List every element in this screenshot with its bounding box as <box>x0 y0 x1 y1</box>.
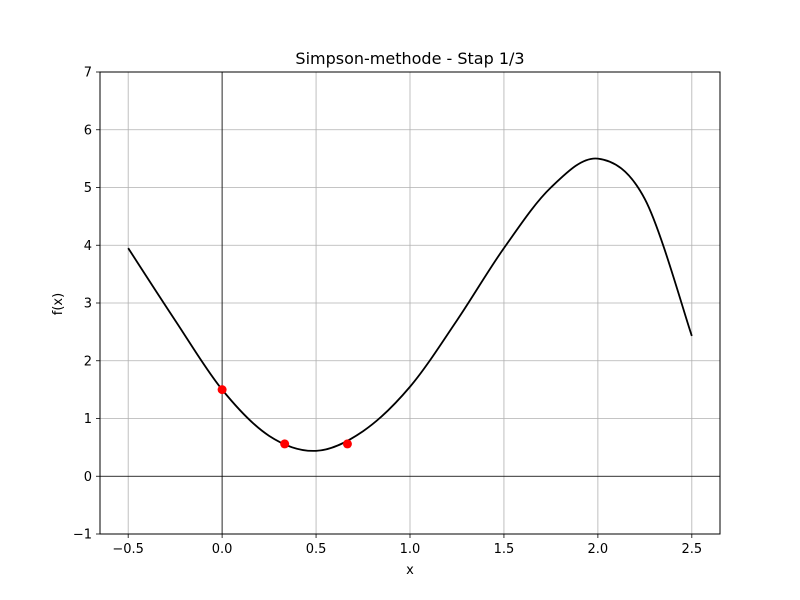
y-tick-label: 1 <box>84 412 92 427</box>
y-axis-label: f(x) <box>51 293 66 315</box>
ticks: −0.5 0.0 0.5 1.0 1.5 2.0 2.5 −1 0 1 2 3 4 5 6 7 <box>73 66 702 558</box>
sample-point <box>280 439 290 449</box>
y-tick-label: 2 <box>84 354 92 369</box>
y-tick-label: 5 <box>84 181 92 196</box>
point-series <box>217 385 352 449</box>
x-tick-label: −0.5 <box>112 542 144 557</box>
x-axis-label: x <box>406 563 414 578</box>
x-tick-label: 2.0 <box>588 542 609 557</box>
chart-title: Simpson-methode - Stap 1/3 <box>295 49 524 68</box>
y-tick-label: 7 <box>84 66 92 81</box>
y-tick-label: 0 <box>84 470 92 485</box>
reference-lines <box>100 72 720 534</box>
grid <box>100 71 720 535</box>
y-tick-label: −1 <box>73 528 92 543</box>
x-tick-label: 0.0 <box>212 542 233 557</box>
sample-point <box>217 385 227 395</box>
x-tick-label: 0.5 <box>306 542 327 557</box>
x-tick-label: 1.0 <box>400 542 421 557</box>
x-tick-label: 1.5 <box>494 542 515 557</box>
y-tick-label: 3 <box>84 297 92 312</box>
y-tick-label: 4 <box>84 239 92 254</box>
y-tick-label: 6 <box>84 123 92 138</box>
x-tick-label: 2.5 <box>681 542 702 557</box>
sample-point <box>342 439 352 449</box>
